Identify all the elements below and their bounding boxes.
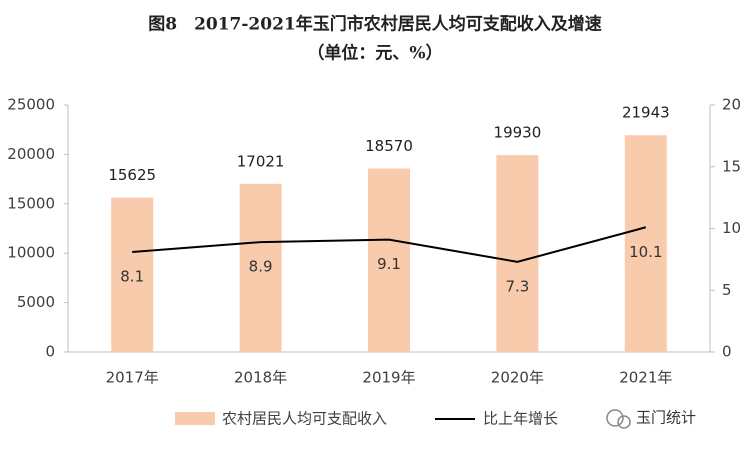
- legend-swatch: [175, 412, 215, 425]
- y2-tick-label: 0: [722, 343, 732, 361]
- y2-tick-label: 20: [722, 96, 741, 114]
- bar-value-label: 21943: [622, 104, 670, 122]
- line-value-label: 8.1: [120, 267, 144, 285]
- y2-tick-label: 5: [722, 281, 732, 299]
- line-value-label: 9.1: [377, 255, 401, 273]
- y-tick-label: 15000: [7, 194, 55, 212]
- watermark: 玉门统计: [636, 409, 696, 427]
- bar: [239, 183, 282, 352]
- y2-tick-label: 15: [722, 157, 741, 175]
- x-tick-label: 2020年: [491, 369, 544, 387]
- watermark-icon: [606, 409, 631, 429]
- y2-tick-label: 10: [722, 219, 741, 237]
- bar: [368, 168, 410, 352]
- chart-title: 图8 2017-2021年玉门市农村居民人均可支配收入及增速: [148, 14, 602, 35]
- y-tick-label: 20000: [7, 145, 55, 163]
- line-value-label: 7.3: [505, 277, 529, 295]
- legend-label: 比上年增长: [483, 410, 558, 428]
- y-tick-label: 5000: [17, 293, 55, 311]
- x-tick-label: 2021年: [619, 369, 672, 387]
- legend-label: 农村居民人均可支配收入: [222, 410, 387, 428]
- line-value-label: 8.9: [249, 258, 273, 276]
- bar-value-label: 17021: [237, 152, 285, 170]
- bar: [111, 197, 154, 352]
- y-tick-label: 0: [45, 343, 55, 361]
- line-value-label: 10.1: [629, 243, 662, 261]
- y-tick-label: 25000: [7, 96, 55, 114]
- bar-value-label: 18570: [365, 137, 413, 155]
- x-tick-label: 2017年: [106, 369, 159, 387]
- bar: [496, 155, 539, 352]
- bar-value-label: 15625: [108, 166, 156, 184]
- x-tick-label: 2019年: [362, 369, 415, 387]
- y-tick-label: 10000: [7, 244, 55, 262]
- bar-value-label: 19930: [494, 124, 542, 142]
- line: [132, 226, 647, 263]
- bar: [624, 135, 667, 352]
- x-tick-label: 2018年: [234, 369, 287, 387]
- chart-subtitle: （单位：元、%）: [307, 43, 442, 64]
